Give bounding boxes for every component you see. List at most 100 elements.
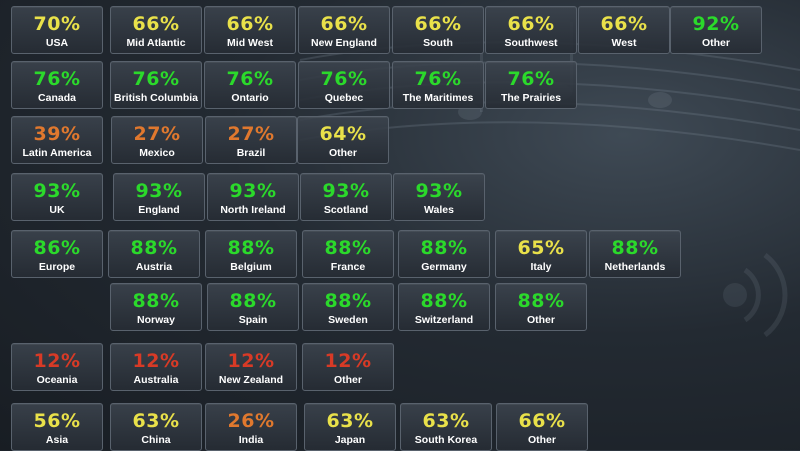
region-tile-switzerland[interactable]: 88% Switzerland bbox=[398, 283, 490, 331]
region-tile-sweden[interactable]: 88% Sweden bbox=[302, 283, 394, 331]
region-label: The Maritimes bbox=[402, 92, 474, 104]
region-label: Other bbox=[701, 37, 730, 49]
percentage-value: 88% bbox=[132, 290, 180, 312]
region-label: Sweden bbox=[328, 314, 368, 326]
percentage-value: 63% bbox=[422, 410, 470, 432]
region-tile-asia[interactable]: 56% Asia bbox=[11, 403, 103, 451]
region-tile-canada[interactable]: 76% Canada bbox=[11, 61, 103, 109]
region-label: Other bbox=[333, 374, 362, 386]
region-tile-austria[interactable]: 88% Austria bbox=[108, 230, 200, 278]
percentage-value: 88% bbox=[611, 237, 659, 259]
region-tile-southwest[interactable]: 66% Southwest bbox=[485, 6, 577, 54]
region-label: Southwest bbox=[504, 37, 558, 49]
region-tile-uk[interactable]: 93% UK bbox=[11, 173, 103, 221]
region-label: South bbox=[423, 37, 453, 49]
percentage-value: 66% bbox=[226, 13, 274, 35]
region-label: West bbox=[611, 37, 637, 49]
region-tile-other[interactable]: 12% Other bbox=[302, 343, 394, 391]
region-label: Ontario bbox=[231, 92, 269, 104]
region-tile-usa[interactable]: 70% USA bbox=[11, 6, 103, 54]
region-label: North Ireland bbox=[220, 204, 286, 216]
region-label: Australia bbox=[133, 374, 179, 386]
region-label: China bbox=[141, 434, 171, 446]
percentage-value: 66% bbox=[600, 13, 648, 35]
region-label: Scotland bbox=[323, 204, 369, 216]
percentage-value: 76% bbox=[33, 68, 81, 90]
region-tile-italy[interactable]: 65% Italy bbox=[495, 230, 587, 278]
percentage-value: 66% bbox=[507, 13, 555, 35]
region-label: UK bbox=[49, 204, 65, 216]
percentage-value: 93% bbox=[415, 180, 463, 202]
region-tile-new-zealand[interactable]: 12% New Zealand bbox=[205, 343, 297, 391]
region-label: South Korea bbox=[414, 434, 478, 446]
region-tile-north-ireland[interactable]: 93% North Ireland bbox=[207, 173, 299, 221]
region-tile-quebec[interactable]: 76% Quebec bbox=[298, 61, 390, 109]
percentage-value: 66% bbox=[132, 13, 180, 35]
region-tile-mid-atlantic[interactable]: 66% Mid Atlantic bbox=[110, 6, 202, 54]
region-tile-other[interactable]: 92% Other bbox=[670, 6, 762, 54]
region-tile-mid-west[interactable]: 66% Mid West bbox=[204, 6, 296, 54]
region-tile-oceania[interactable]: 12% Oceania bbox=[11, 343, 103, 391]
region-label: Austria bbox=[135, 261, 173, 273]
region-label: Other bbox=[526, 314, 555, 326]
region-tile-england[interactable]: 93% England bbox=[113, 173, 205, 221]
region-tile-west[interactable]: 66% West bbox=[578, 6, 670, 54]
region-tile-brazil[interactable]: 27% Brazil bbox=[205, 116, 297, 164]
region-tile-norway[interactable]: 88% Norway bbox=[110, 283, 202, 331]
region-label: Mid West bbox=[227, 37, 273, 49]
region-tile-india[interactable]: 26% India bbox=[205, 403, 297, 451]
region-label: Canada bbox=[38, 92, 76, 104]
region-tile-other[interactable]: 66% Other bbox=[496, 403, 588, 451]
percentage-value: 93% bbox=[322, 180, 370, 202]
region-label: USA bbox=[45, 37, 69, 49]
region-tile-other[interactable]: 64% Other bbox=[297, 116, 389, 164]
region-label: British Columbia bbox=[113, 92, 198, 104]
region-label: Japan bbox=[334, 434, 366, 446]
percentage-value: 88% bbox=[130, 237, 178, 259]
percentage-value: 63% bbox=[132, 410, 180, 432]
percentage-value: 88% bbox=[227, 237, 275, 259]
region-label: New Zealand bbox=[218, 374, 284, 386]
region-tile-australia[interactable]: 12% Australia bbox=[110, 343, 202, 391]
region-label: The Prairies bbox=[500, 92, 562, 104]
region-label: England bbox=[138, 204, 180, 216]
region-tile-netherlands[interactable]: 88% Netherlands bbox=[589, 230, 681, 278]
region-tile-china[interactable]: 63% China bbox=[110, 403, 202, 451]
region-tile-mexico[interactable]: 27% Mexico bbox=[111, 116, 203, 164]
region-tile-japan[interactable]: 63% Japan bbox=[304, 403, 396, 451]
region-label: Oceania bbox=[36, 374, 78, 386]
percentage-value: 76% bbox=[320, 68, 368, 90]
percentage-value: 27% bbox=[133, 123, 181, 145]
percentage-value: 12% bbox=[324, 350, 372, 372]
region-tile-wales[interactable]: 93% Wales bbox=[393, 173, 485, 221]
region-tile-south-korea[interactable]: 63% South Korea bbox=[400, 403, 492, 451]
region-tile-scotland[interactable]: 93% Scotland bbox=[300, 173, 392, 221]
region-tile-other[interactable]: 88% Other bbox=[495, 283, 587, 331]
region-tile-germany[interactable]: 88% Germany bbox=[398, 230, 490, 278]
region-tile-south[interactable]: 66% South bbox=[392, 6, 484, 54]
region-tile-europe[interactable]: 86% Europe bbox=[11, 230, 103, 278]
percentage-value: 88% bbox=[229, 290, 277, 312]
region-tile-the-maritimes[interactable]: 76% The Maritimes bbox=[392, 61, 484, 109]
region-tile-ontario[interactable]: 76% Ontario bbox=[204, 61, 296, 109]
percentage-value: 65% bbox=[517, 237, 565, 259]
region-label: Switzerland bbox=[414, 314, 474, 326]
region-label: Other bbox=[527, 434, 556, 446]
region-tile-the-prairies[interactable]: 76% The Prairies bbox=[485, 61, 577, 109]
percentage-value: 93% bbox=[135, 180, 183, 202]
percentage-value: 12% bbox=[33, 350, 81, 372]
percentage-value: 88% bbox=[324, 237, 372, 259]
region-label: Other bbox=[328, 147, 357, 159]
region-label: Brazil bbox=[236, 147, 266, 159]
region-label: Belgium bbox=[230, 261, 272, 273]
region-tile-spain[interactable]: 88% Spain bbox=[207, 283, 299, 331]
region-tile-british-columbia[interactable]: 76% British Columbia bbox=[110, 61, 202, 109]
region-tile-belgium[interactable]: 88% Belgium bbox=[205, 230, 297, 278]
region-label: Spain bbox=[238, 314, 268, 326]
region-tile-france[interactable]: 88% France bbox=[302, 230, 394, 278]
region-tile-latin-america[interactable]: 39% Latin America bbox=[11, 116, 103, 164]
percentage-value: 76% bbox=[132, 68, 180, 90]
region-tile-new-england[interactable]: 66% New England bbox=[298, 6, 390, 54]
percentage-value: 88% bbox=[324, 290, 372, 312]
